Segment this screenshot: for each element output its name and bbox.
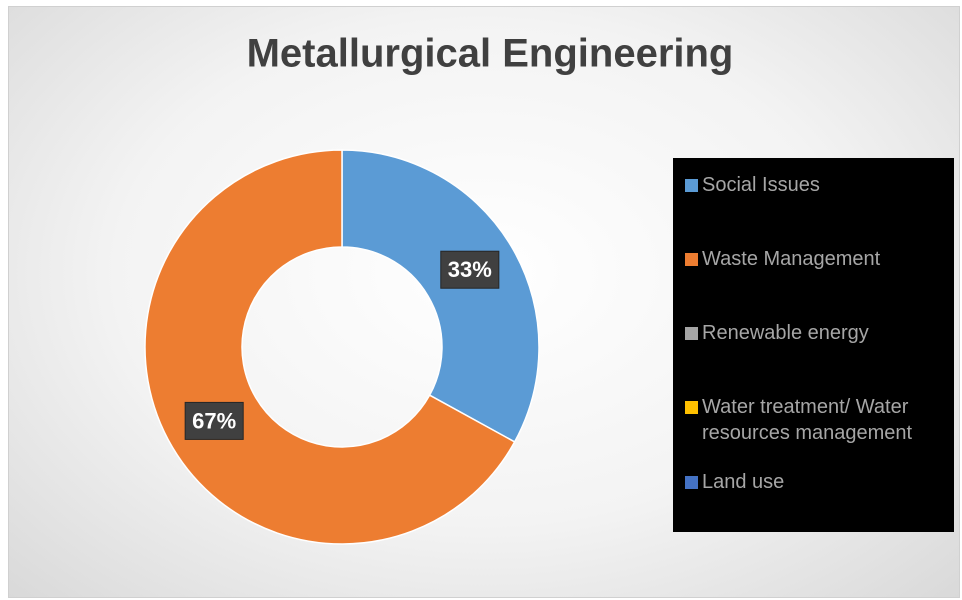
legend-item: Water treatment/ Water resources managem…	[685, 394, 947, 446]
chart-title: Metallurgical Engineering	[247, 32, 734, 76]
data-label: 33%	[440, 250, 500, 289]
donut-slice	[144, 149, 516, 545]
legend-label: Land use	[702, 471, 785, 493]
legend: Social Issues Waste Management Renewable e…	[673, 158, 954, 532]
legend-item: Waste Management	[685, 246, 947, 272]
legend-label: Waste Management	[702, 248, 881, 270]
legend-label: Renewable energy	[702, 322, 869, 344]
data-label-box	[440, 250, 500, 289]
legend-swatch	[685, 179, 698, 192]
legend-swatch	[685, 476, 698, 489]
data-label-text: 33%	[448, 257, 492, 282]
legend-item: Social Issues	[685, 172, 947, 198]
legend-swatch	[685, 401, 698, 414]
legend-item: Renewable energy	[685, 320, 947, 346]
data-label-box	[184, 401, 244, 440]
legend-swatch	[685, 253, 698, 266]
donut-slice	[341, 149, 540, 443]
data-label-text: 67%	[192, 408, 236, 433]
legend-label: Social Issues	[702, 174, 820, 196]
data-label: 67%	[184, 401, 244, 440]
legend-label: Water treatment/ Water resources managem…	[702, 396, 913, 444]
legend-swatch	[685, 327, 698, 340]
legend-item: Land use	[685, 469, 947, 495]
